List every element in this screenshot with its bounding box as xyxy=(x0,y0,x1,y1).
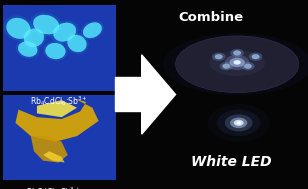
Polygon shape xyxy=(37,100,77,117)
Circle shape xyxy=(233,51,241,55)
Circle shape xyxy=(223,64,230,68)
Ellipse shape xyxy=(176,36,299,93)
Circle shape xyxy=(233,60,241,65)
Ellipse shape xyxy=(4,15,33,41)
Circle shape xyxy=(215,54,222,59)
Bar xyxy=(3,95,116,180)
Ellipse shape xyxy=(83,22,102,38)
Circle shape xyxy=(230,118,247,128)
Circle shape xyxy=(249,53,262,61)
Ellipse shape xyxy=(46,43,65,59)
Ellipse shape xyxy=(51,21,79,44)
Ellipse shape xyxy=(18,42,37,57)
Ellipse shape xyxy=(16,40,39,58)
Ellipse shape xyxy=(209,51,265,76)
Circle shape xyxy=(230,49,244,57)
Ellipse shape xyxy=(54,23,76,41)
Polygon shape xyxy=(43,151,65,163)
Bar xyxy=(3,5,116,91)
Text: White LED: White LED xyxy=(191,155,271,169)
Ellipse shape xyxy=(163,33,308,95)
Polygon shape xyxy=(15,98,99,142)
Circle shape xyxy=(217,110,260,136)
Ellipse shape xyxy=(22,26,46,49)
Circle shape xyxy=(225,114,253,131)
Circle shape xyxy=(244,64,252,68)
Circle shape xyxy=(208,104,270,142)
Ellipse shape xyxy=(6,18,30,39)
Text: Combine: Combine xyxy=(178,11,244,24)
Circle shape xyxy=(236,121,241,124)
Polygon shape xyxy=(31,136,68,163)
FancyArrow shape xyxy=(116,55,176,134)
Ellipse shape xyxy=(30,13,62,36)
Text: RbCdCl$_3$:Sb$^{3+}$: RbCdCl$_3$:Sb$^{3+}$ xyxy=(26,185,80,189)
Circle shape xyxy=(252,54,259,59)
Circle shape xyxy=(241,62,255,70)
Circle shape xyxy=(234,120,244,126)
Text: Rb$_4$CdCl$_6$:Sb$^{3+}$: Rb$_4$CdCl$_6$:Sb$^{3+}$ xyxy=(30,94,88,108)
Circle shape xyxy=(229,58,245,67)
Ellipse shape xyxy=(81,21,104,40)
Circle shape xyxy=(225,55,249,70)
Ellipse shape xyxy=(24,29,44,47)
Ellipse shape xyxy=(68,35,86,52)
Circle shape xyxy=(212,53,225,61)
Circle shape xyxy=(220,62,233,70)
Ellipse shape xyxy=(65,33,89,54)
Ellipse shape xyxy=(33,15,59,34)
Ellipse shape xyxy=(43,41,68,61)
